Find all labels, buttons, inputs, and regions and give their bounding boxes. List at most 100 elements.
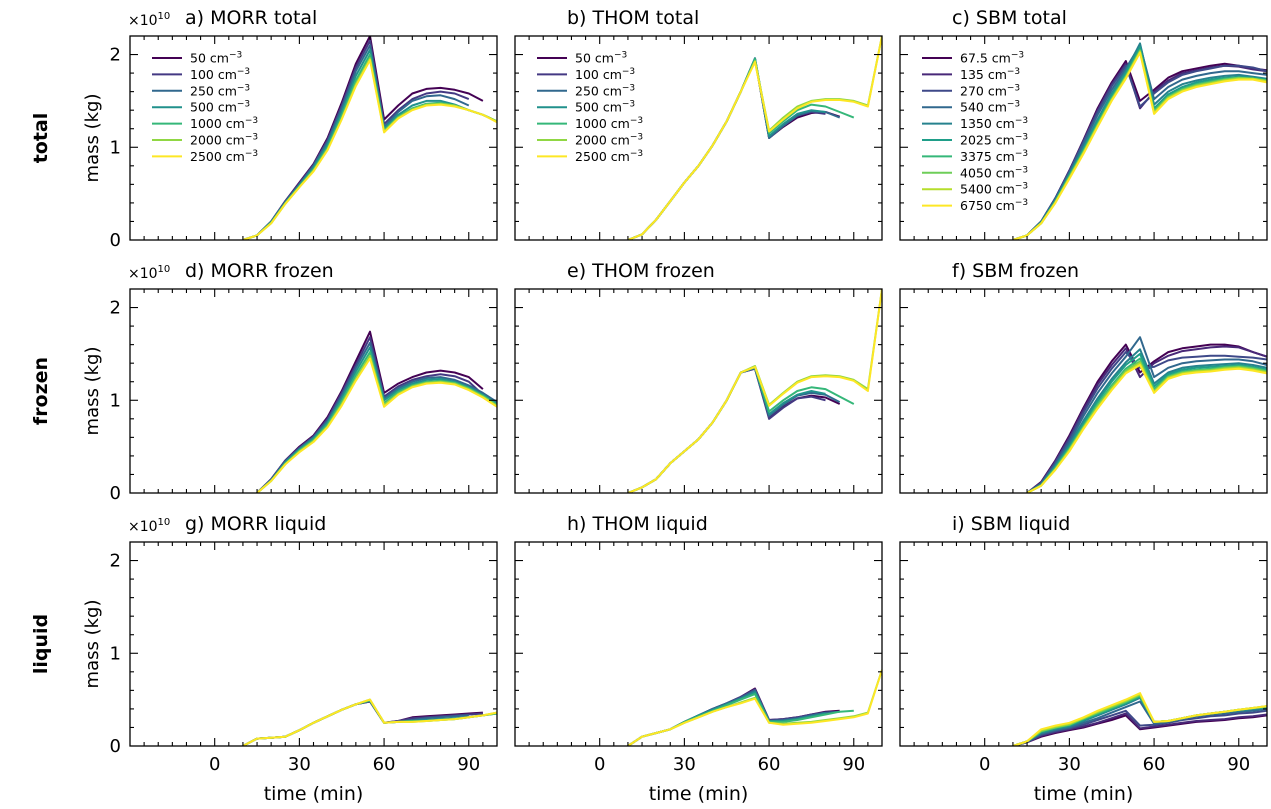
series-line bbox=[1012, 60, 1267, 240]
x-tick-label: 0 bbox=[979, 754, 990, 775]
y-axis-label: mass (kg) bbox=[82, 94, 103, 183]
series-line bbox=[1026, 364, 1267, 493]
legend-label: 4050 cm−3 bbox=[960, 165, 1028, 180]
series-line bbox=[627, 366, 826, 493]
legend-label: 135 cm−3 bbox=[960, 67, 1020, 82]
panel-4: e) THOM frozen bbox=[514, 260, 883, 494]
series-line bbox=[1012, 62, 1267, 240]
series-line bbox=[242, 700, 483, 746]
legend-label-text: 250 cm bbox=[575, 83, 622, 98]
series-group bbox=[627, 669, 882, 746]
axes-frame bbox=[129, 288, 498, 494]
legend-label-text: 5400 cm bbox=[960, 182, 1015, 197]
y-multiplier-base: ×10 bbox=[128, 519, 158, 535]
series-line bbox=[242, 700, 483, 746]
legend-label: 2025 cm−3 bbox=[960, 133, 1028, 148]
series-group bbox=[242, 36, 497, 240]
y-tick-label: 0 bbox=[110, 230, 121, 251]
panel-title: e) THOM frozen bbox=[567, 260, 715, 282]
panel-title: b) THOM total bbox=[567, 7, 699, 29]
legend-label: 5400 cm−3 bbox=[960, 182, 1028, 197]
series-line bbox=[242, 59, 497, 240]
legend-label: 500 cm−3 bbox=[190, 100, 250, 115]
x-tick-label: 60 bbox=[1143, 754, 1166, 775]
legend-label: 500 cm−3 bbox=[575, 100, 635, 115]
y-multiplier: ×1010 bbox=[128, 11, 170, 29]
legend-label-text: 2000 cm bbox=[190, 133, 245, 148]
legend-label-text: 1000 cm bbox=[575, 116, 630, 131]
axes-frame bbox=[899, 288, 1268, 494]
legend-label-text: 3375 cm bbox=[960, 149, 1015, 164]
y-tick-label: 0 bbox=[110, 736, 121, 757]
legend-label: 1000 cm−3 bbox=[575, 116, 643, 131]
legend-label-exponent: −3 bbox=[237, 83, 250, 93]
series-line bbox=[627, 691, 826, 746]
y-tick-label: 2 bbox=[110, 551, 121, 572]
legend-label-text: 500 cm bbox=[575, 100, 622, 115]
series-group bbox=[1012, 42, 1267, 240]
x-axis-label: time (min) bbox=[264, 783, 364, 805]
y-tick-label: 1 bbox=[110, 390, 121, 411]
legend-label: 1350 cm−3 bbox=[960, 116, 1028, 131]
legend-label-text: 250 cm bbox=[190, 83, 237, 98]
series-line bbox=[242, 699, 497, 746]
y-multiplier-exponent: 10 bbox=[158, 264, 171, 275]
y-multiplier-exponent: 10 bbox=[158, 11, 171, 22]
y-multiplier-base: ×10 bbox=[128, 266, 158, 282]
legend-label: 2000 cm−3 bbox=[575, 133, 643, 148]
panel-title: g) MORR liquid bbox=[185, 513, 326, 535]
y-multiplier-exponent: 10 bbox=[158, 517, 171, 528]
legend-label: 2000 cm−3 bbox=[190, 133, 258, 148]
axes-frame bbox=[514, 288, 883, 494]
x-axis-label: time (min) bbox=[1034, 783, 1134, 805]
legend-label: 1000 cm−3 bbox=[190, 116, 258, 131]
ticks bbox=[130, 289, 497, 493]
x-tick-label: 90 bbox=[457, 754, 480, 775]
x-tick-label: 0 bbox=[594, 754, 605, 775]
series-line bbox=[1026, 362, 1267, 493]
series-group bbox=[627, 36, 882, 240]
series-line bbox=[627, 58, 841, 240]
panel-title: f) SBM frozen bbox=[952, 260, 1079, 282]
x-tick-label: 90 bbox=[1227, 754, 1250, 775]
legend-label-text: 50 cm bbox=[190, 51, 229, 66]
legend-label-exponent: −3 bbox=[237, 67, 250, 77]
ticks bbox=[130, 542, 497, 746]
series-group bbox=[1026, 336, 1267, 493]
series-line bbox=[242, 698, 497, 746]
series-line bbox=[242, 53, 497, 240]
legend-label-exponent: −3 bbox=[1015, 149, 1028, 159]
y-axis-label: mass (kg) bbox=[82, 600, 103, 689]
series-line bbox=[1012, 694, 1267, 746]
legend-label-text: 135 cm bbox=[960, 67, 1007, 82]
legend-label-exponent: −3 bbox=[1015, 198, 1028, 208]
legend-label-exponent: −3 bbox=[1015, 165, 1028, 175]
series-line bbox=[1012, 692, 1267, 746]
x-tick-label: 60 bbox=[373, 754, 396, 775]
legend-label: 6750 cm−3 bbox=[960, 198, 1028, 213]
legend-label-exponent: −3 bbox=[630, 133, 643, 143]
y-multiplier: ×1010 bbox=[128, 264, 170, 282]
y-tick-label: 1 bbox=[110, 137, 121, 158]
legend-label-exponent: −3 bbox=[229, 51, 242, 61]
panel-title: h) THOM liquid bbox=[567, 513, 708, 535]
series-line bbox=[627, 58, 841, 240]
legend-label-text: 500 cm bbox=[190, 100, 237, 115]
x-axis-label: time (min) bbox=[649, 783, 749, 805]
panel-3: 0 1 2 mass (kg) ×1010 d) MORR frozen bbox=[82, 260, 498, 504]
row-label-total: total bbox=[30, 113, 52, 164]
legend-label: 250 cm−3 bbox=[190, 83, 250, 98]
series-group bbox=[242, 698, 497, 746]
legend-label-text: 2500 cm bbox=[190, 149, 245, 164]
legend-label-exponent: −3 bbox=[622, 83, 635, 93]
legend-label-text: 6750 cm bbox=[960, 198, 1015, 213]
y-multiplier-base: ×10 bbox=[128, 13, 158, 29]
y-tick-label: 2 bbox=[110, 298, 121, 319]
legend-label-text: 2000 cm bbox=[575, 133, 630, 148]
legend-label-exponent: −3 bbox=[1015, 116, 1028, 126]
panel-8: 0 30 60 90 time (min) i) SBM liquid bbox=[899, 513, 1268, 805]
legend-label-exponent: −3 bbox=[237, 100, 250, 110]
